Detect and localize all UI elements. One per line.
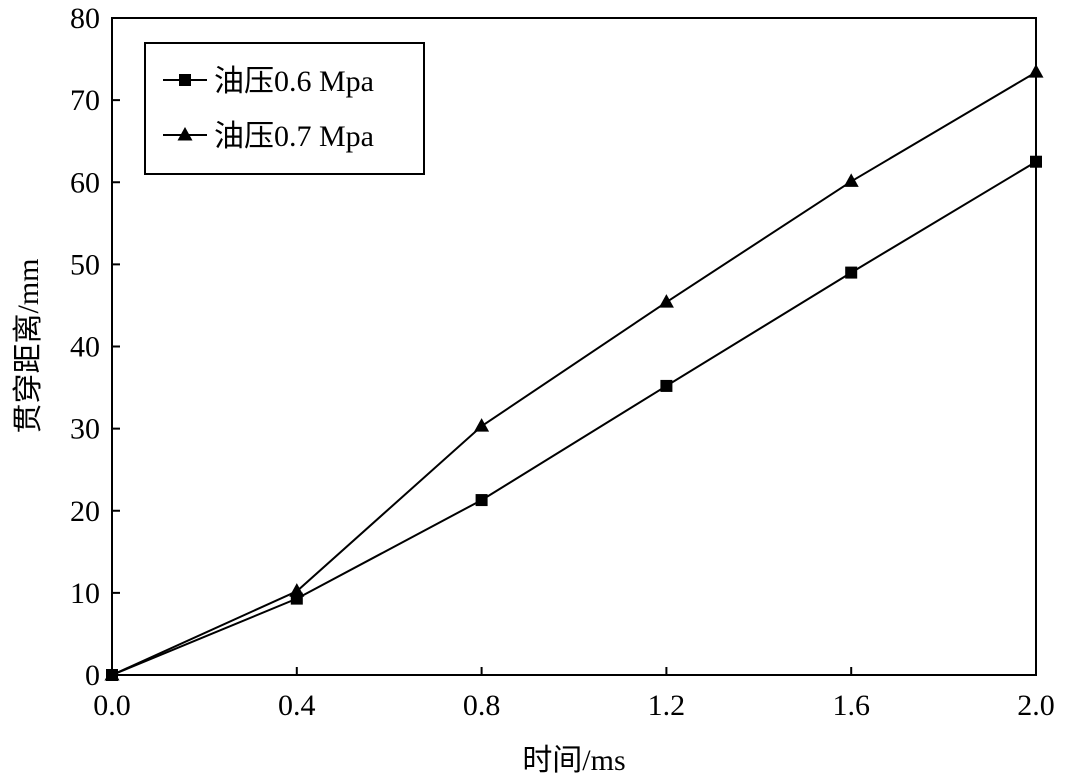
- data-point: [474, 418, 490, 432]
- legend-item: 油压0.7 Mpa: [163, 120, 374, 153]
- y-tick-label: 50: [70, 248, 100, 281]
- y-tick-label: 70: [70, 84, 100, 117]
- legend-item: 油压0.6 Mpa: [163, 65, 374, 98]
- series-1: [106, 155, 1042, 681]
- data-point: [843, 173, 859, 187]
- x-tick-label: 1.2: [648, 689, 686, 722]
- x-tick-label: 0.8: [463, 689, 501, 722]
- y-axis-ticks: 0 10 20 30 40 50 60 70 80: [70, 2, 120, 692]
- x-axis-title: 时间/ms: [522, 744, 625, 777]
- legend: 油压0.6 Mpa 油压0.7 Mpa: [144, 42, 425, 175]
- legend-marker: [179, 74, 191, 86]
- data-point: [845, 266, 858, 279]
- legend-marker: [177, 126, 193, 141]
- series-layer: [104, 64, 1044, 681]
- series-line: [111, 160, 1037, 676]
- data-point: [658, 294, 674, 308]
- x-tick-label: 0.4: [278, 689, 316, 722]
- legend-label: 油压0.7 Mpa: [214, 120, 374, 153]
- x-tick-label: 0.0: [93, 689, 131, 722]
- data-point: [104, 666, 120, 681]
- y-tick-label: 60: [70, 166, 100, 199]
- series-line: [111, 71, 1037, 676]
- data-point: [660, 379, 673, 392]
- y-tick-label: 80: [70, 2, 100, 35]
- data-point: [1028, 64, 1044, 78]
- data-point: [289, 583, 305, 597]
- y-tick-label: 0: [85, 659, 100, 692]
- series-2: [104, 64, 1044, 681]
- y-tick-label: 20: [70, 495, 100, 528]
- y-tick-label: 40: [70, 331, 100, 364]
- x-tick-label: 2.0: [1017, 689, 1055, 722]
- y-tick-label: 10: [70, 577, 100, 610]
- legend-box: [144, 42, 425, 175]
- legend-label: 油压0.6 Mpa: [214, 65, 374, 98]
- y-tick-label: 30: [70, 413, 100, 446]
- data-point: [475, 494, 488, 507]
- x-tick-label: 1.6: [832, 689, 870, 722]
- legend-items: 油压0.6 Mpa 油压0.7 Mpa: [163, 65, 374, 153]
- y-axis-title: 贯穿距离/mm: [12, 258, 45, 433]
- x-axis-ticks: 0.0 0.4 0.8 1.2 1.6 2.0: [93, 667, 1055, 722]
- data-point: [1030, 155, 1042, 168]
